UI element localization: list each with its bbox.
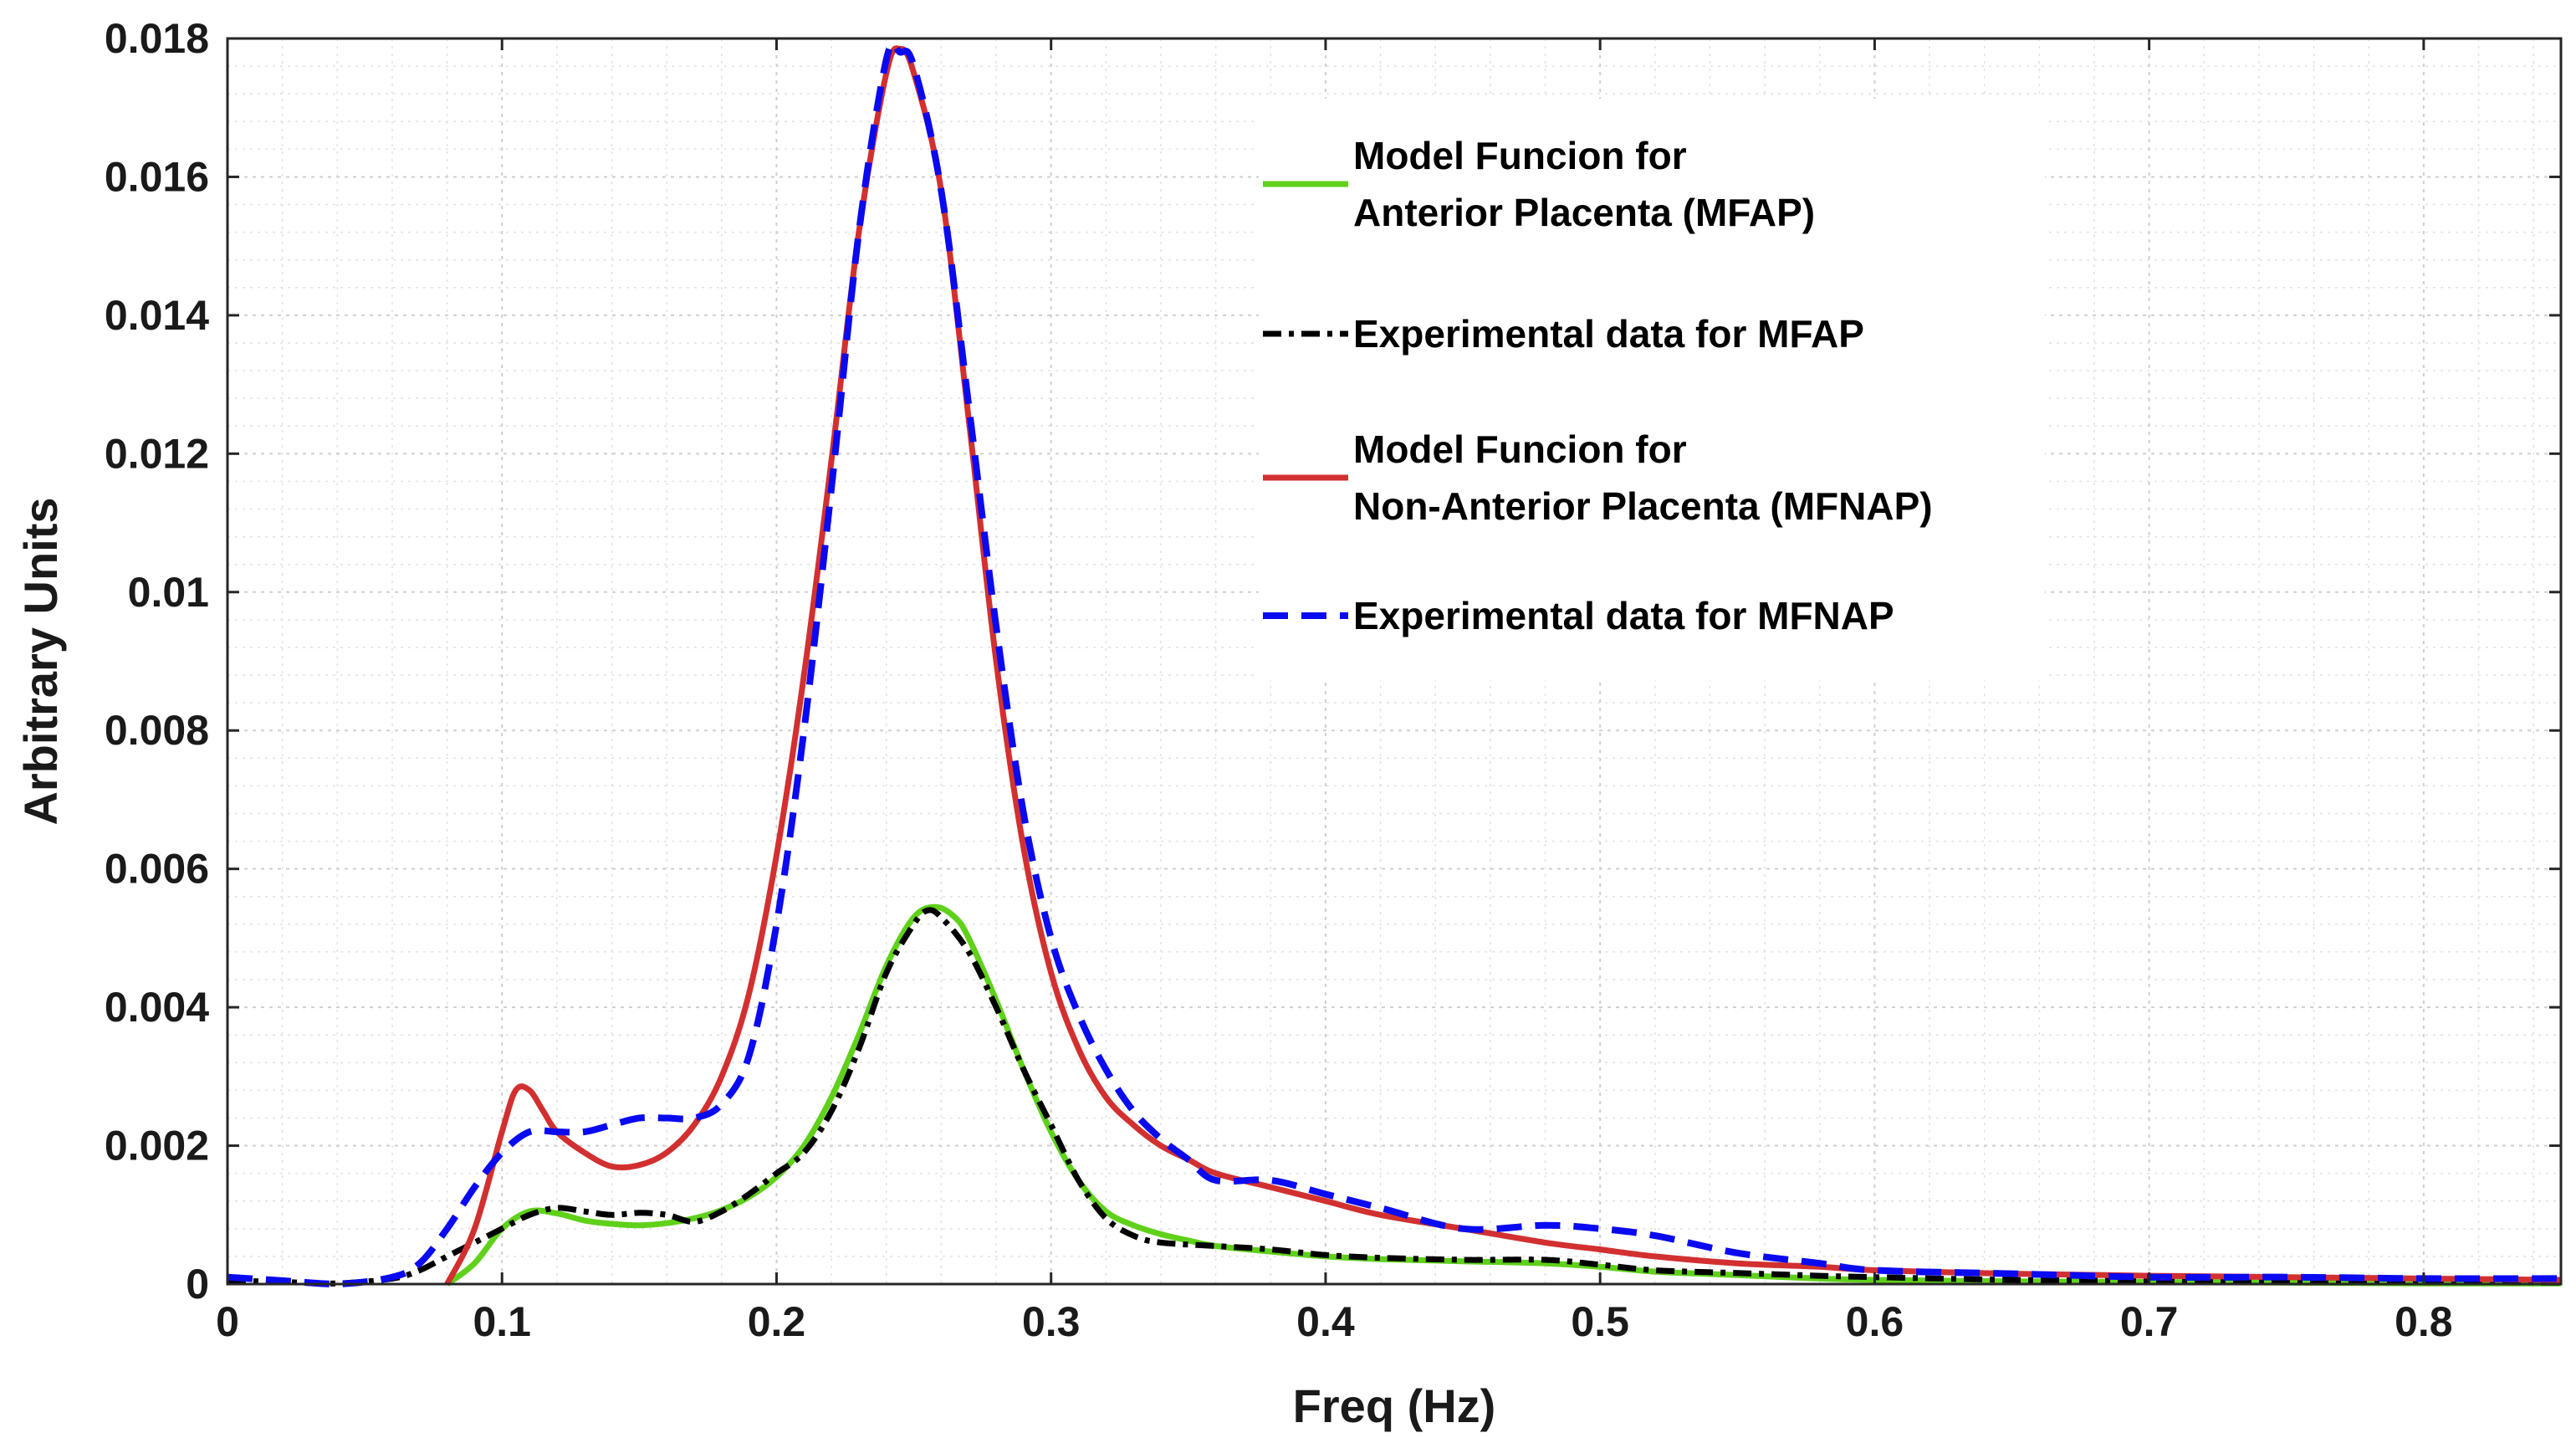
y-tick-label: 0.018 (105, 15, 209, 62)
plot-series (227, 40, 2562, 1287)
axis-ticks: 0 0.1 0.2 0.3 0.4 0.5 0.6 0.7 0.8 0 0.002 0.004 0.00… (105, 15, 2561, 1345)
legend: Model Funcion for Anterior Placenta (MFAP… (1259, 99, 2045, 680)
x-axis-label: Freq (Hz) (1293, 1379, 1496, 1432)
x-tick-label: 0.2 (748, 1298, 806, 1345)
y-tick-label: 0.016 (105, 153, 209, 200)
x-tick-label: 0.1 (473, 1298, 531, 1345)
legend-label: Non-Anterior Placenta (MFNAP) (1353, 484, 1933, 528)
legend-label: Model Funcion for (1353, 134, 1687, 177)
plot-frame (226, 37, 2563, 1286)
series-line-mfnap-model (444, 45, 2562, 1286)
series-line-mfnap-experimental (227, 40, 2562, 1287)
legend-box (1259, 99, 2045, 680)
x-tick-label: 0.7 (2120, 1298, 2179, 1345)
legend-label: Experimental data for MFAP (1353, 312, 1864, 356)
y-tick-label: 0.014 (105, 292, 209, 339)
x-tick-label: 0 (216, 1298, 239, 1345)
y-tick-label: 0.002 (105, 1123, 209, 1169)
y-tick-label: 0.01 (128, 569, 209, 616)
y-tick-label: 0.008 (105, 707, 209, 754)
x-tick-label: 0.6 (1846, 1298, 1904, 1345)
x-tick-label: 0.5 (1571, 1298, 1629, 1345)
legend-label: Model Funcion for (1353, 427, 1687, 471)
y-axis-label: Arbitrary Units (14, 497, 67, 825)
y-tick-label: 0.004 (105, 984, 209, 1031)
y-tick-label: 0 (186, 1261, 209, 1308)
series-line-mfap-experimental (227, 907, 2562, 1287)
legend-label: Anterior Placenta (MFAP) (1353, 191, 1815, 234)
x-tick-label: 0.4 (1296, 1298, 1355, 1345)
y-tick-label: 0.012 (105, 430, 209, 477)
x-tick-label: 0.3 (1022, 1298, 1081, 1345)
y-tick-label: 0.006 (105, 846, 209, 893)
legend-label: Experimental data for MFNAP (1353, 594, 1894, 637)
x-tick-label: 0.8 (2395, 1298, 2453, 1345)
